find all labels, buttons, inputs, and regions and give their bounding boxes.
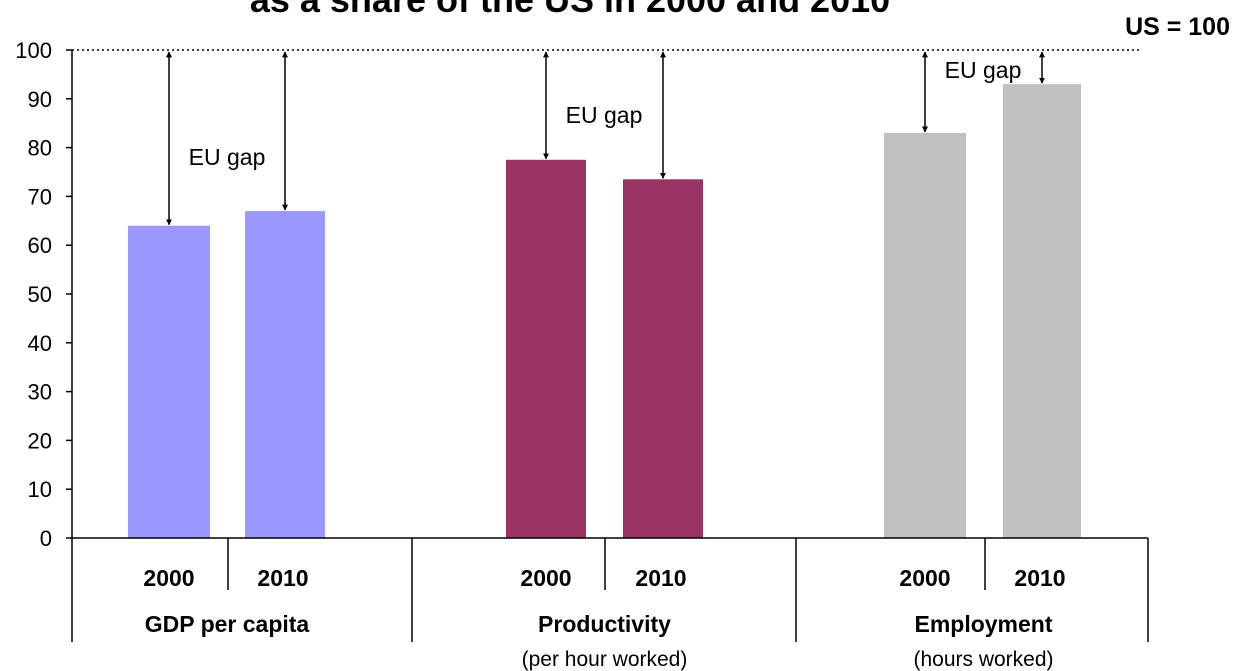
- y-tick-label: 90: [28, 87, 52, 112]
- y-tick-label: 50: [28, 282, 52, 307]
- eu-gap-label: EU gap: [566, 102, 643, 128]
- y-tick-label: 0: [40, 526, 52, 551]
- bar-0-0: [128, 225, 210, 538]
- y-tick-label: 10: [28, 477, 52, 502]
- chart-title: as a share of the US in 2000 and 2010: [250, 0, 890, 20]
- plot-area: 0 10 20 30 40 50 60 70 80 90 100 2000 2010 GDP per ca…: [15, 38, 1149, 671]
- year-label: 2010: [635, 565, 686, 591]
- y-tick-label: 70: [28, 184, 52, 209]
- y-tick-label: 20: [28, 428, 52, 453]
- year-label: 2010: [257, 565, 308, 591]
- bar-0-1: [245, 211, 325, 539]
- bar-1-0: [506, 159, 586, 539]
- bar-2-0: [884, 132, 966, 538]
- bar-2-1: [1003, 84, 1081, 538]
- group-sublabel: (hours worked): [913, 648, 1053, 671]
- y-tick-label: 30: [28, 380, 52, 405]
- eu-gap-label: EU gap: [945, 57, 1022, 83]
- year-label: 2000: [899, 565, 950, 591]
- year-label: 2010: [1014, 565, 1065, 591]
- y-tick-label: 100: [15, 38, 52, 63]
- y-tick-label: 40: [28, 331, 52, 356]
- y-tick-label: 60: [28, 233, 52, 258]
- group-sublabel: (per hour worked): [522, 648, 688, 671]
- year-label: 2000: [520, 565, 571, 591]
- bar-1-1: [623, 179, 703, 538]
- group-label: Employment: [914, 611, 1052, 637]
- y-tick-label: 80: [28, 136, 52, 161]
- eu-gap-label: EU gap: [189, 144, 266, 170]
- reference-label: US = 100: [1125, 13, 1230, 41]
- group-label: Productivity: [538, 611, 671, 637]
- year-label: 2000: [143, 565, 194, 591]
- group-label: GDP per capita: [145, 611, 310, 637]
